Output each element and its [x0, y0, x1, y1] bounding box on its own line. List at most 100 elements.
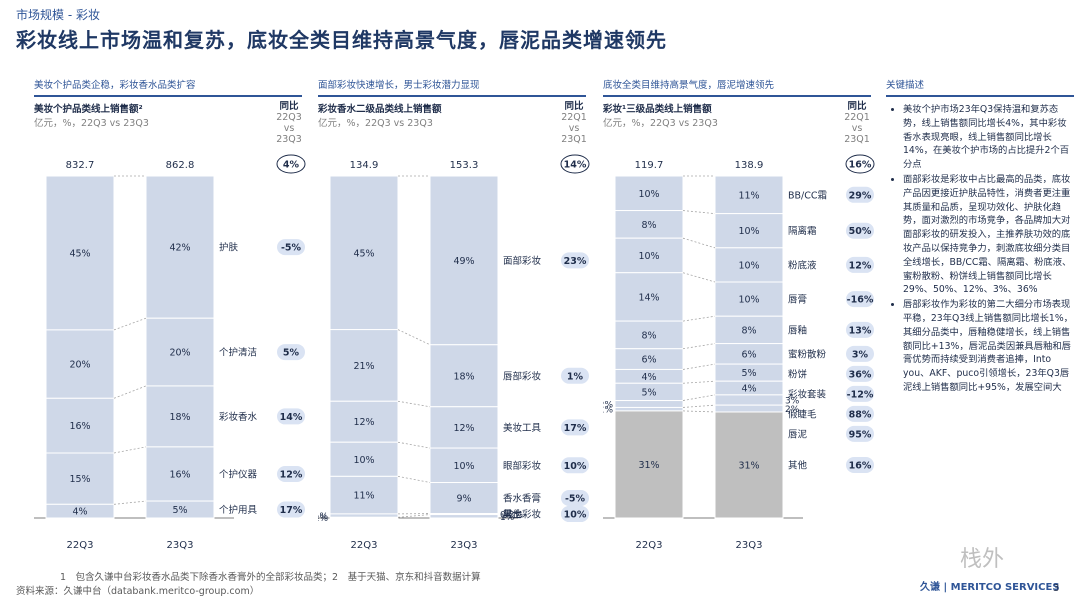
breadcrumb: 市场规模 - 彩妆	[16, 8, 100, 22]
bar-segment	[614, 406, 684, 412]
data-label: 8%	[641, 220, 656, 231]
data-label: 1%	[500, 513, 515, 523]
yoy-value: -16%	[847, 295, 874, 306]
data-label: 45%	[69, 248, 90, 259]
yoy-value: 13%	[849, 325, 872, 336]
data-label: 31%	[738, 460, 759, 471]
data-label: 16%	[169, 469, 190, 480]
yoy-badge	[846, 345, 874, 362]
segment-name: 蜜粉散粉	[788, 348, 827, 360]
connector-line	[682, 272, 716, 283]
page-number: 3	[1053, 583, 1060, 594]
yoy-value: 12%	[280, 469, 303, 480]
chart-3-yoy-header: 同比 22Q1 vs 23Q1	[844, 101, 870, 145]
segment-name: 唇膏	[788, 294, 807, 306]
yoy-badge	[561, 367, 589, 384]
segment-name: 个护用具	[219, 504, 258, 516]
bar-segment	[45, 452, 115, 505]
yoy-value: 10%	[564, 510, 587, 521]
yoy-badge	[846, 222, 874, 239]
bar-segment	[145, 175, 215, 319]
bar-segment	[714, 411, 784, 519]
yoy-value: 12%	[849, 260, 872, 271]
yoy-badge	[277, 344, 305, 361]
yoy-value: -5%	[281, 243, 302, 254]
connector-line	[397, 329, 431, 346]
segment-name: 彩妆香水	[219, 411, 258, 423]
total-yoy-badge	[845, 154, 875, 174]
connector-line	[397, 400, 431, 408]
yoy-value: 17%	[564, 423, 587, 434]
data-label: 8%	[641, 330, 656, 341]
category-label: 23Q3	[451, 540, 478, 551]
data-label: 16%	[69, 421, 90, 432]
data-label: 11%	[353, 491, 374, 502]
connector-line	[682, 343, 716, 350]
data-label: 4%	[741, 384, 756, 395]
footnote: 1 包含久谦中台彩妆香水品类下除香水香膏外的全部彩妆品类；2 基于天猫、京东和抖…	[60, 572, 481, 583]
data-label: 12%	[353, 417, 374, 428]
bar-segment	[329, 516, 399, 519]
bar-segment	[429, 406, 499, 449]
data-label: 10%	[453, 461, 474, 472]
chart-2-title: 彩妆香水二级品类线上销售额	[318, 104, 442, 115]
bar-segment	[429, 447, 499, 484]
total-label: 119.7	[635, 160, 664, 171]
chart-1-title: 美妆个护品类线上销售额²	[34, 104, 143, 115]
yoy-value: -5%	[565, 494, 586, 505]
data-label: 10%	[738, 260, 759, 271]
data-label: 5%	[172, 505, 187, 516]
bar-segment	[429, 175, 499, 346]
connector-line	[397, 514, 431, 518]
bar-segment	[614, 210, 684, 239]
segment-name: 眼部彩妆	[503, 460, 542, 472]
bar-segment	[714, 404, 784, 413]
panel-header-insights: 关键描述	[886, 77, 1074, 97]
yoy-badge	[561, 490, 589, 507]
yoy-badge	[846, 365, 874, 382]
category-label: 23Q3	[736, 540, 763, 551]
yoy-badge	[846, 456, 874, 473]
segment-name: 男士彩妆	[503, 509, 542, 521]
segment-name: 香水香膏	[503, 493, 541, 505]
data-label: 2%	[603, 401, 613, 411]
category-label: 22Q3	[351, 540, 378, 551]
data-label: 14%	[638, 292, 659, 303]
chart-3-subtitle: 亿元，%，22Q3 vs 23Q3	[603, 118, 718, 129]
panel-header-3: 底妆全类目维持高景气度，唇泥增速领先	[603, 77, 871, 97]
data-label: 10%	[738, 295, 759, 306]
yoy-value: 17%	[280, 505, 303, 516]
bar-segment	[714, 315, 784, 345]
panel-header-2: 面部彩妆快速增长，男士彩妆潜力显现	[318, 77, 586, 97]
bar-segment	[329, 513, 399, 518]
data-label: 10%	[638, 189, 659, 200]
connector-line	[682, 380, 716, 384]
bar-segment	[45, 503, 115, 519]
total-yoy-badge	[560, 154, 590, 174]
yoy-badge	[277, 501, 305, 518]
data-label: 0.2%	[318, 514, 328, 524]
yoy-value: 36%	[849, 369, 872, 380]
yoy-badge	[846, 291, 874, 308]
total-yoy-badge	[276, 154, 306, 174]
total-label: 832.7	[66, 160, 95, 171]
data-label: 20%	[169, 348, 190, 359]
data-label: 18%	[169, 412, 190, 423]
insight-bullet: 面部彩妆是彩妆中占比最高的品类，底妆产品因更接近护肤品特性，消费者更注重其质量和…	[903, 173, 1073, 297]
source-note: 资料来源：久谦中台（databank.meritco-group.com）	[16, 586, 260, 597]
connector-line	[682, 394, 716, 401]
bar-segment	[145, 317, 215, 387]
data-label: 15%	[69, 474, 90, 485]
yoy-value: 10%	[564, 461, 587, 472]
data-label: 20%	[69, 360, 90, 371]
connector-line	[397, 475, 431, 483]
total-yoy-value: 14%	[564, 160, 587, 171]
category-label: 22Q3	[636, 540, 663, 551]
total-label: 153.3	[450, 160, 479, 171]
bar-segment	[145, 385, 215, 448]
yoy-value: 14%	[280, 412, 303, 423]
data-label: 8%	[741, 325, 756, 336]
total-label: 138.9	[735, 160, 764, 171]
insight-bullet: 美妆个护市场23年Q3保持温和复苏态势，线上销售额同比增长4%，其中彩妆香水表现…	[903, 103, 1073, 172]
bar-segment	[429, 514, 499, 519]
